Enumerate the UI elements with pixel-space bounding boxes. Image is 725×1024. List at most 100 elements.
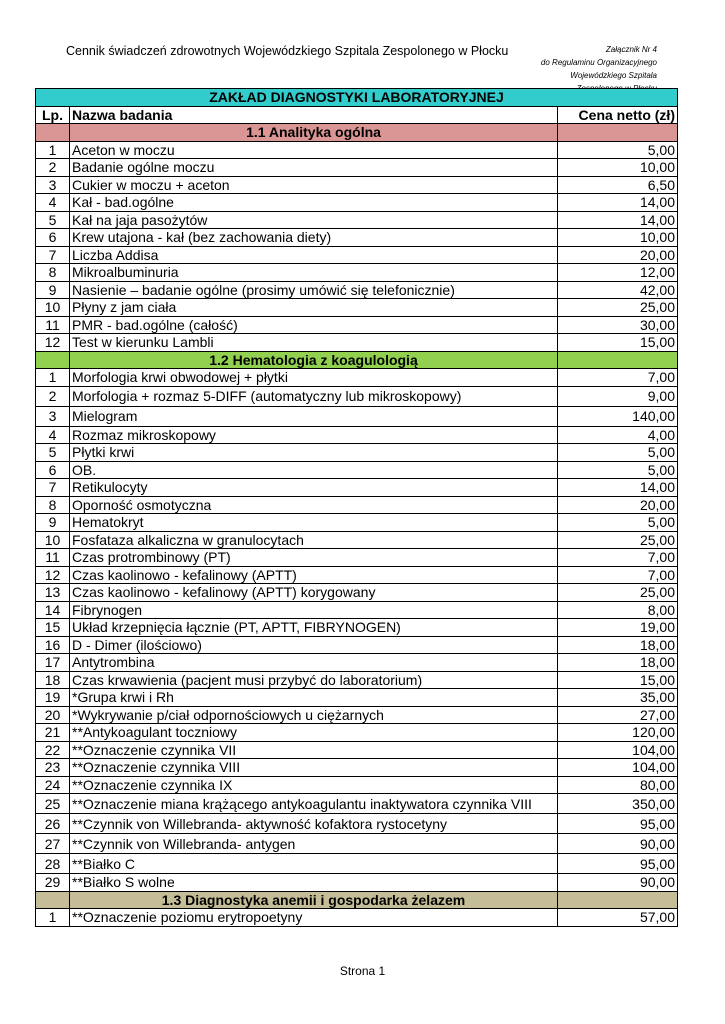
page-number: Strona 1	[339, 964, 386, 978]
row-lp: 19	[35, 688, 70, 707]
table-row: 11 PMR - bad.ogólne (całość) 30,00	[35, 315, 678, 334]
table-row: 17 Antytrombina 18,00	[35, 653, 678, 672]
row-lp: 13	[35, 583, 70, 602]
row-name: Kał - bad.ogólne	[69, 193, 558, 212]
row-price: 15,00	[557, 333, 678, 352]
table-row: 10 Płyny z jam ciała 25,00	[35, 298, 678, 317]
row-price: 95,00	[557, 813, 678, 834]
row-price: 80,00	[557, 775, 678, 794]
row-lp: 3	[35, 175, 70, 194]
table-row: 13 Czas kaolinowo - kefalinowy (APTT) kor…	[35, 583, 678, 602]
table-row: 8 Oporność osmotyczna 20,00	[35, 495, 678, 514]
row-lp: 20	[35, 705, 70, 724]
row-name: Retikulocyty	[69, 478, 558, 497]
row-name: Czas kaolinowo - kefalinowy (APTT) koryg…	[69, 583, 558, 602]
row-lp: 2	[35, 158, 70, 177]
row-price: 42,00	[557, 280, 678, 299]
table-row: 29 **Białko S wolne 90,00	[35, 873, 678, 892]
table-row: 24 **Oznaczenie czynnika IX 80,00	[35, 775, 678, 794]
row-name: Mikroalbuminuria	[69, 263, 558, 282]
row-price: 6,50	[557, 175, 678, 194]
row-lp: 11	[35, 315, 70, 334]
row-name: **Czynnik von Willebranda- antygen	[69, 833, 558, 854]
row-name: *Grupa krwi i Rh	[69, 688, 558, 707]
row-lp: 6	[35, 228, 70, 247]
table-row: 2 Badanie ogólne moczu 10,00	[35, 158, 678, 177]
row-price: 25,00	[557, 583, 678, 602]
table-row: 12 Czas kaolinowo - kefalinowy (APTT) 7,00	[35, 565, 678, 584]
row-lp: 25	[35, 793, 70, 814]
attachment-line: do Regulaminu Organizacyjnego	[540, 58, 657, 67]
row-name: Test w kierunku Lambli	[69, 333, 558, 352]
row-lp: 27	[35, 833, 70, 854]
row-name: Morfologia krwi obwodowej + płytki	[69, 368, 558, 387]
row-name: OB.	[69, 460, 558, 479]
table-row: 27 **Czynnik von Willebranda- antygen 90,0…	[35, 833, 678, 854]
table-title-row: ZAKŁAD DIAGNOSTYKI LABORATORYJNEJ	[35, 88, 678, 107]
table-row: 15 Układ krzepnięcia łącznie (PT, APTT, F…	[35, 618, 678, 637]
row-price: 14,00	[557, 210, 678, 229]
row-name: Czas kaolinowo - kefalinowy (APTT)	[69, 565, 558, 584]
table-row: 5 Płytki krwi 5,00	[35, 443, 678, 462]
row-price: 104,00	[557, 740, 678, 759]
table-row: 10 Fosfataza alkaliczna w granulocytach 25…	[35, 530, 678, 549]
row-price: 9,00	[557, 385, 678, 407]
row-name: **Oznaczenie miana krążącego antykoagula…	[69, 793, 558, 814]
table-row: 18 Czas krwawienia (pacjent musi przybyć …	[35, 670, 678, 689]
table-row: 7 Retikulocyty 14,00	[35, 478, 678, 497]
document-title: Cennik świadczeń zdrowotnych Wojewódzkie…	[66, 44, 509, 58]
table-row: 6 Krew utajona - kał (bez zachowania diet…	[35, 228, 678, 247]
row-price: 35,00	[557, 688, 678, 707]
row-lp: 4	[35, 425, 70, 444]
row-lp: 23	[35, 758, 70, 777]
row-name: Nasienie – badanie ogólne (prosimy umówi…	[69, 280, 558, 299]
row-lp: 14	[35, 600, 70, 619]
row-name: Czas protrombinowy (PT)	[69, 548, 558, 567]
table-row: 4 Kał - bad.ogólne 14,00	[35, 193, 678, 212]
price-table: ZAKŁAD DIAGNOSTYKI LABORATORYJNEJ Lp. Na…	[35, 88, 678, 927]
row-price: 140,00	[557, 405, 678, 427]
row-lp: 8	[35, 263, 70, 282]
row-lp: 12	[35, 333, 70, 352]
row-lp: 9	[35, 513, 70, 532]
row-lp: 10	[35, 530, 70, 549]
attachment-line: Załącznik Nr 4	[605, 45, 657, 54]
row-lp: 28	[35, 853, 70, 874]
section-lp	[35, 123, 70, 142]
table-row: 1 Morfologia krwi obwodowej + płytki 7,00	[35, 368, 678, 387]
row-price: 90,00	[557, 873, 678, 892]
row-name: *Wykrywanie p/ciał odpornościowych u cię…	[69, 705, 558, 724]
table-row: 9 Hematokryt 5,00	[35, 513, 678, 532]
row-price: 8,00	[557, 600, 678, 619]
row-name: D - Dimer (ilościowo)	[69, 635, 558, 654]
table-row: 1 Aceton w moczu 5,00	[35, 140, 678, 159]
table-row: 26 **Czynnik von Willebranda- aktywność k…	[35, 813, 678, 834]
table-row: 3 Mielogram 140,00	[35, 405, 678, 427]
section-title: 1.2 Hematologia z koagulologią	[69, 350, 558, 369]
row-name: Czas krwawienia (pacjent musi przybyć do…	[69, 670, 558, 689]
table-row: 3 Cukier w moczu + aceton 6,50	[35, 175, 678, 194]
row-lp: 4	[35, 193, 70, 212]
row-name: Układ krzepnięcia łącznie (PT, APTT, FIB…	[69, 618, 558, 637]
row-lp: 18	[35, 670, 70, 689]
row-price: 19,00	[557, 618, 678, 637]
row-lp: 3	[35, 405, 70, 427]
row-name: Badanie ogólne moczu	[69, 158, 558, 177]
row-name: **Białko C	[69, 853, 558, 874]
row-name: **Czynnik von Willebranda- aktywność kof…	[69, 813, 558, 834]
row-name: **Białko S wolne	[69, 873, 558, 892]
section-price	[557, 890, 678, 909]
row-lp: 21	[35, 723, 70, 742]
row-name: Krew utajona - kał (bez zachowania diety…	[69, 228, 558, 247]
row-price: 90,00	[557, 833, 678, 854]
row-name: Kał na jaja pasożytów	[69, 210, 558, 229]
row-price: 5,00	[557, 513, 678, 532]
row-name: Mielogram	[69, 405, 558, 427]
table-row: 9 Nasienie – badanie ogólne (prosimy umów…	[35, 280, 678, 299]
table-row: 20 *Wykrywanie p/ciał odpornościowych u c…	[35, 705, 678, 724]
row-price: 7,00	[557, 565, 678, 584]
row-price: 18,00	[557, 653, 678, 672]
row-name: Liczba Addisa	[69, 245, 558, 264]
row-price: 120,00	[557, 723, 678, 742]
table-row: 25 **Oznaczenie miana krążącego antykoagu…	[35, 793, 678, 814]
